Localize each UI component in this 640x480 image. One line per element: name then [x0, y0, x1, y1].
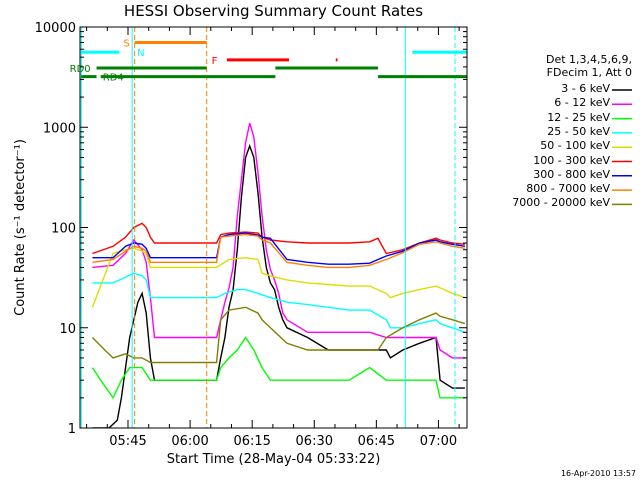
y-axis-label: Count Rate (s⁻¹ detector⁻¹) — [13, 139, 28, 316]
x-axis-label: Start Time (28-May-04 05:33:22) — [167, 452, 381, 467]
legend-title-line: Det 1,3,4,5,6,9, — [545, 53, 632, 66]
x-tick-label: 06:00 — [171, 434, 208, 449]
series-line-4 — [92, 272, 466, 333]
y-tick-label: 10 — [59, 322, 76, 337]
y-tick-label: 100 — [51, 222, 76, 237]
legend-title-line: FDecim 1, Att 0 — [546, 66, 632, 79]
flag-label-rd4: RD4 — [103, 73, 124, 84]
flag-label-f: F — [212, 56, 218, 67]
flag-label-n: N — [137, 48, 144, 59]
y-tick-label: 1 — [68, 422, 76, 437]
legend-entry: 7000 - 20000 keV — [512, 196, 610, 210]
axes: 1 10 100 1000 10000 05:45 06:00 06:15 06:30 06:45… — [13, 21, 468, 467]
legend-entry: 6 - 12 keV — [554, 96, 610, 110]
series-line-9 — [91, 306, 466, 364]
series-line-1 — [92, 143, 465, 428]
legend-entry: 800 - 7000 keV — [526, 182, 610, 196]
legend-entry: 3 - 6 keV — [561, 82, 610, 95]
x-tick-label: 05:45 — [109, 434, 146, 449]
plot-area — [80, 27, 467, 428]
x-tick-label: 06:15 — [233, 434, 270, 449]
flag-label-s: S — [123, 39, 129, 50]
x-tick-label: 06:45 — [358, 434, 395, 449]
x-tick-label: 06:30 — [296, 434, 333, 449]
x-tick-label: 07:00 — [420, 434, 457, 449]
series-line-5 — [91, 247, 466, 308]
flag-label-rd0: RD0 — [70, 64, 91, 75]
series-line-7 — [92, 232, 466, 265]
y-tick-label: 1000 — [43, 121, 76, 136]
y-tick-label: 10000 — [35, 21, 76, 36]
legend-entry: 12 - 25 keV — [547, 110, 610, 124]
legend-entry: 300 - 800 keV — [533, 167, 610, 181]
legend-entry: 25 - 50 keV — [547, 124, 610, 138]
series-line-3 — [91, 336, 465, 400]
legend-entry: 50 - 100 keV — [540, 139, 610, 153]
chart-title: HESSI Observing Summary Count Rates — [123, 2, 424, 20]
legend-entry: 100 - 300 keV — [533, 153, 610, 167]
timestamp: 16-Apr-2010 13:57 — [560, 469, 636, 478]
series-line-8 — [92, 233, 466, 269]
